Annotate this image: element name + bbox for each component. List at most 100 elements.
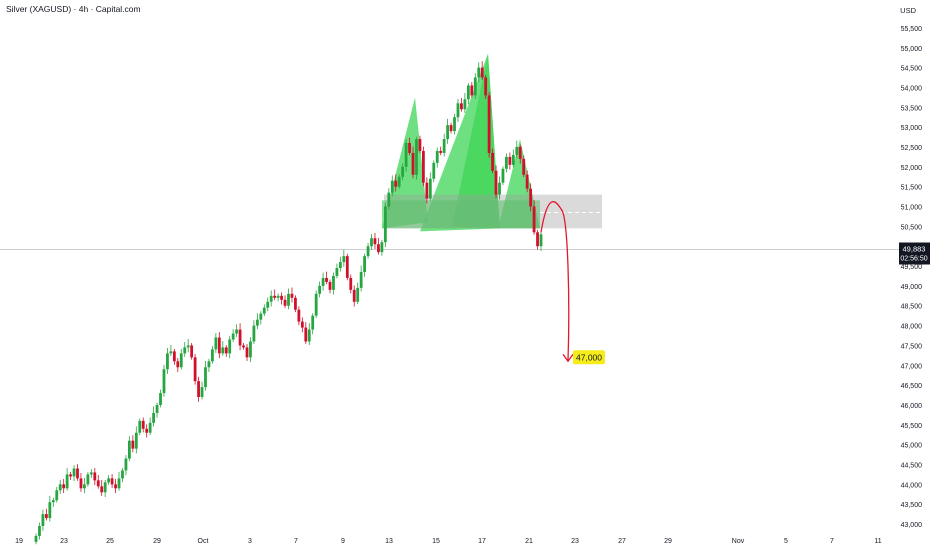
current-price-badge <box>899 242 930 265</box>
currency-label: USD <box>900 6 916 15</box>
candle-body <box>349 277 353 290</box>
y-tick-label: 44,000 <box>901 482 923 489</box>
candle-body <box>72 468 76 477</box>
candle-body <box>193 357 197 382</box>
candle-body <box>262 307 266 314</box>
candle-body <box>214 337 218 350</box>
candle-body <box>366 246 370 257</box>
candle-body <box>83 484 86 489</box>
pattern-base <box>382 200 540 229</box>
candle-body <box>394 180 398 187</box>
candle-body <box>231 333 235 340</box>
candle-body <box>529 188 533 207</box>
candle-body <box>89 472 93 475</box>
x-tick-label: 25 <box>106 538 114 545</box>
candle-body <box>138 420 142 433</box>
candle-body <box>421 150 425 183</box>
target-label: 47,000 <box>576 352 602 362</box>
candle-body <box>269 295 273 302</box>
projection-arrow <box>540 201 570 362</box>
y-tick-label: 47,000 <box>901 363 923 370</box>
candle-body <box>297 309 301 322</box>
y-tick-label: 52,500 <box>901 145 923 152</box>
candle-body <box>51 500 55 503</box>
y-tick-label: 49,500 <box>901 264 923 271</box>
candle-body <box>207 361 211 368</box>
candle-body <box>238 329 242 346</box>
x-tick-label: 7 <box>830 538 834 545</box>
y-tick-label: 46,500 <box>901 383 923 390</box>
candle-body <box>304 327 308 342</box>
y-tick-label: 48,500 <box>901 304 923 311</box>
candle-body <box>380 242 384 253</box>
candle-body <box>162 369 166 394</box>
candle-body <box>505 156 508 169</box>
candle-body <box>273 295 277 298</box>
candle-body <box>93 472 97 481</box>
candle-body <box>58 484 62 491</box>
y-tick-label: 55,500 <box>901 26 923 33</box>
y-tick-label: 51,500 <box>901 185 923 192</box>
current-price-countdown: 02:56:50 <box>900 256 927 263</box>
x-tick-label: 21 <box>525 538 533 545</box>
candle-body <box>352 289 356 302</box>
candle-body <box>131 440 135 449</box>
candle-body <box>166 353 169 370</box>
x-tick-label: 29 <box>664 538 672 545</box>
x-tick-label: 19 <box>15 538 23 545</box>
candle-body <box>494 170 498 195</box>
candle-body <box>245 347 249 358</box>
candle-body <box>179 353 183 368</box>
candle-body <box>221 347 225 354</box>
candle-body <box>65 474 69 489</box>
candle-body <box>300 321 304 328</box>
candle-body <box>86 474 90 485</box>
candle-body <box>44 514 48 519</box>
candle-body <box>418 139 422 151</box>
candle-body <box>307 329 311 342</box>
candle-body <box>373 238 377 245</box>
x-tick-label: Nov <box>732 538 745 545</box>
x-tick-label: 23 <box>60 538 68 545</box>
candle-body <box>121 470 124 479</box>
x-tick-label: 17 <box>478 538 486 545</box>
candle-body <box>134 432 138 449</box>
candle-body <box>525 174 529 189</box>
x-tick-label: 7 <box>294 538 298 545</box>
candle-body <box>266 301 270 308</box>
candle-body <box>259 313 263 320</box>
candle-body <box>318 285 322 294</box>
candle-body <box>159 393 162 405</box>
candle-body <box>38 526 41 536</box>
candle-body <box>332 275 335 290</box>
y-tick-label: 55,000 <box>901 46 923 53</box>
candle-body <box>501 168 505 183</box>
candle-body <box>110 478 114 485</box>
x-tick-label: 9 <box>341 538 345 545</box>
candle-body <box>532 206 536 233</box>
resistance-zone <box>384 194 602 229</box>
candle-body <box>442 139 446 153</box>
candle-body <box>41 514 45 527</box>
candle-body <box>487 95 491 153</box>
candle-body <box>325 277 328 282</box>
candle-body <box>439 150 443 153</box>
candle-body <box>415 139 418 175</box>
candle-body <box>328 281 332 290</box>
candle-body <box>449 125 453 132</box>
candle-body <box>152 412 156 423</box>
candle-body <box>235 329 239 334</box>
candle-body <box>155 404 159 413</box>
candle-body <box>508 156 512 165</box>
candle-body <box>453 117 456 132</box>
candle-body <box>172 351 176 362</box>
candle-body <box>408 143 411 153</box>
candle-body <box>401 166 405 177</box>
candle-body <box>294 297 297 310</box>
candle-body <box>96 480 100 487</box>
candles-layer <box>34 61 543 545</box>
x-tick-label: 5 <box>784 538 788 545</box>
candle-body <box>55 490 59 501</box>
candle-body <box>491 152 494 171</box>
